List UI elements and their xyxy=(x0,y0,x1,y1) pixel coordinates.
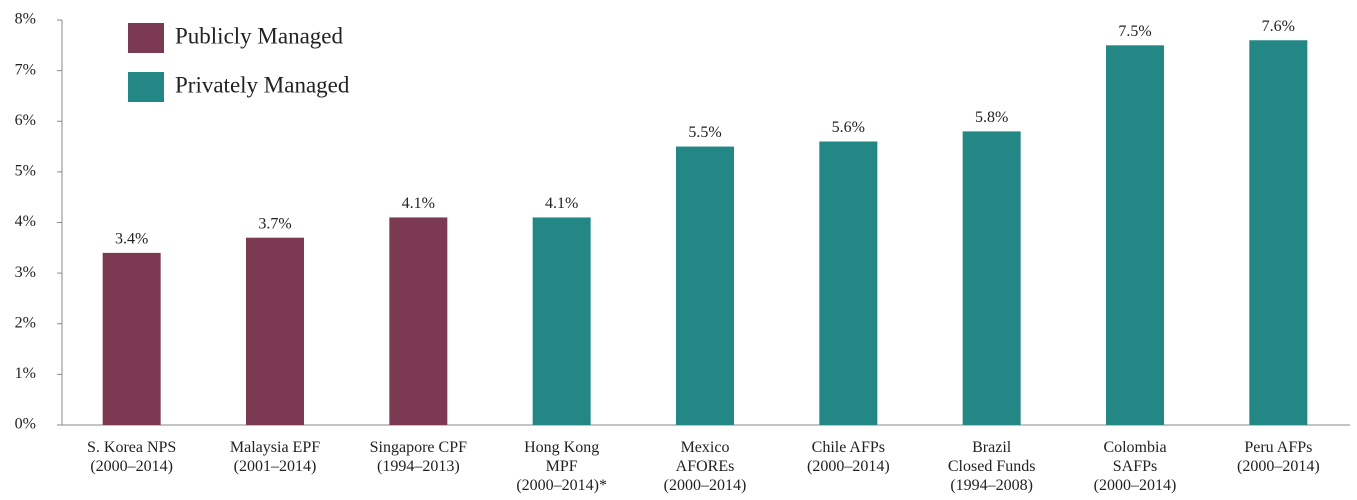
data-label: 7.6% xyxy=(1262,18,1295,35)
x-tick-label: Peru AFPs (2000–2014) xyxy=(1237,439,1320,475)
x-tick-label: Chile AFPs (2000–2014) xyxy=(807,439,890,475)
bar xyxy=(246,237,304,425)
bar xyxy=(532,217,591,425)
x-tick-line: (1994–2013) xyxy=(377,458,460,475)
x-tick-line: Mexico xyxy=(681,439,730,456)
x-tick-line: (2000–2014) xyxy=(90,458,173,475)
y-tick-label: 5% xyxy=(15,163,36,180)
legend-label: Privately Managed xyxy=(175,72,350,97)
x-tick-label: Mexico AFOREs (2000–2014) xyxy=(664,439,747,494)
bar xyxy=(676,146,734,425)
bar xyxy=(819,141,878,425)
legend-swatch xyxy=(128,23,164,53)
x-tick-line: Peru AFPs xyxy=(1244,439,1312,456)
x-tick-label: S. Korea NPS (2000–2014) xyxy=(87,439,176,475)
x-tick-line: (2000–2014) xyxy=(807,458,890,475)
x-tick-label: Brazil Closed Funds (1994–2008) xyxy=(948,439,1036,494)
x-tick-line: MPF xyxy=(546,458,578,475)
data-label: 4.1% xyxy=(402,195,435,212)
y-tick-label: 8% xyxy=(15,11,36,28)
y-tick-label: 0% xyxy=(15,416,36,433)
y-tick-label: 2% xyxy=(15,314,36,331)
bar xyxy=(962,131,1021,425)
x-tick-line: AFOREs xyxy=(676,458,735,475)
y-tick-label: 6% xyxy=(15,112,36,129)
x-tick-line: S. Korea NPS xyxy=(87,439,176,456)
x-tick-label: Hong Kong MPF (2000–2014)* xyxy=(516,439,607,494)
x-tick-line: SAFPs xyxy=(1113,458,1157,475)
y-tick-label: 7% xyxy=(15,61,36,78)
bar xyxy=(102,252,161,425)
x-tick-line: (2000–2014)* xyxy=(516,477,607,494)
x-tick-line: Hong Kong xyxy=(524,439,599,456)
x-tick-line: Brazil xyxy=(972,439,1012,456)
data-label: 5.5% xyxy=(688,124,721,141)
x-tick-line: (2000–2014) xyxy=(1094,477,1177,494)
x-tick-line: (2000–2014) xyxy=(1237,458,1320,475)
x-tick-line: Colombia xyxy=(1103,439,1166,456)
data-label: 4.1% xyxy=(545,195,578,212)
y-tick-label: 1% xyxy=(15,365,36,382)
x-tick-label: Singapore CPF (1994–2013) xyxy=(370,439,467,475)
x-tick-line: Closed Funds xyxy=(948,458,1036,475)
x-tick-line: (1994–2008) xyxy=(950,477,1033,494)
bar xyxy=(389,217,448,425)
x-tick-line: Chile AFPs xyxy=(812,439,885,456)
legend-label: Publicly Managed xyxy=(175,23,343,48)
y-tick-label: 4% xyxy=(15,213,36,230)
x-tick-label: Colombia SAFPs (2000–2014) xyxy=(1094,439,1177,494)
data-label: 5.6% xyxy=(832,119,865,136)
data-label: 3.7% xyxy=(258,215,291,232)
x-tick-line: Singapore CPF xyxy=(370,439,467,456)
data-label: 3.4% xyxy=(115,231,148,248)
data-label: 7.5% xyxy=(1118,23,1151,40)
x-tick-line: (2000–2014) xyxy=(664,477,747,494)
legend-swatch xyxy=(128,72,164,102)
bar xyxy=(1249,40,1308,425)
bar xyxy=(1106,45,1164,425)
x-tick-line: Malaysia EPF xyxy=(230,439,320,456)
y-tick-label: 3% xyxy=(15,264,36,281)
x-tick-line: (2001–2014) xyxy=(234,458,317,475)
data-label: 5.8% xyxy=(975,109,1008,126)
x-tick-label: Malaysia EPF (2001–2014) xyxy=(230,439,320,475)
